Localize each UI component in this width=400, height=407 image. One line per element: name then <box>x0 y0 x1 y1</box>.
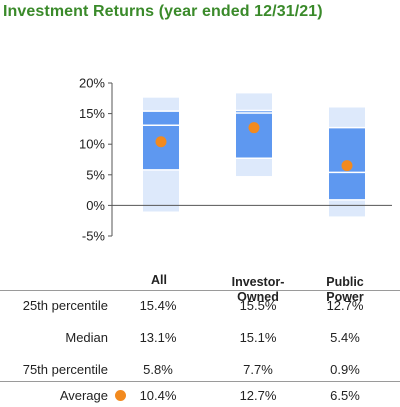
cell-investor-owned: 12.7% <box>239 388 277 403</box>
range-band-inner <box>236 110 272 159</box>
col-header-all: All <box>124 273 194 288</box>
cell-public-power: 12.7% <box>326 298 364 313</box>
cell-public-power: 5.4% <box>330 330 360 345</box>
cell-investor-owned: 15.1% <box>239 330 277 345</box>
chart-title: Investment Returns (year ended 12/31/21) <box>3 3 323 20</box>
y-tick-label: 20% <box>79 76 105 91</box>
y-tick-label: 5% <box>86 167 105 182</box>
row-label: Average <box>59 388 108 403</box>
y-tick-label: 15% <box>79 106 105 121</box>
average-separator <box>0 381 400 382</box>
cell-all: 5.8% <box>143 362 173 377</box>
cell-investor-owned: 15.5% <box>239 298 277 313</box>
y-tick-label: -5% <box>82 229 106 244</box>
col-header-all-label: All <box>151 273 167 287</box>
y-tick-label: 10% <box>79 137 105 152</box>
row-label: 75th percentile <box>22 362 108 377</box>
col-header-investor-owned-label: Investor- Owned <box>231 275 285 304</box>
row-label: 25th percentile <box>22 298 108 313</box>
cell-public-power: 0.9% <box>330 362 360 377</box>
chart-plot: 20% 15% 10% 5% 0% -5% <box>79 76 392 244</box>
col-header-public-power: Public Power <box>310 260 380 305</box>
cell-all: 15.4% <box>139 298 177 313</box>
average-point <box>248 122 260 134</box>
average-point <box>341 160 353 172</box>
average-point <box>155 136 167 148</box>
cell-all: 13.1% <box>139 330 177 345</box>
y-tick-label: 0% <box>86 198 105 213</box>
average-marker-icon <box>115 390 126 401</box>
col-header-public-power-label: Public Power <box>326 275 364 304</box>
cell-public-power: 6.5% <box>330 388 360 403</box>
cell-all: 10.4% <box>139 388 177 403</box>
header-separator <box>0 290 400 291</box>
cell-investor-owned: 7.7% <box>243 362 273 377</box>
row-label: Median <box>65 330 108 345</box>
col-header-investor-owned: Investor- Owned <box>218 260 298 305</box>
